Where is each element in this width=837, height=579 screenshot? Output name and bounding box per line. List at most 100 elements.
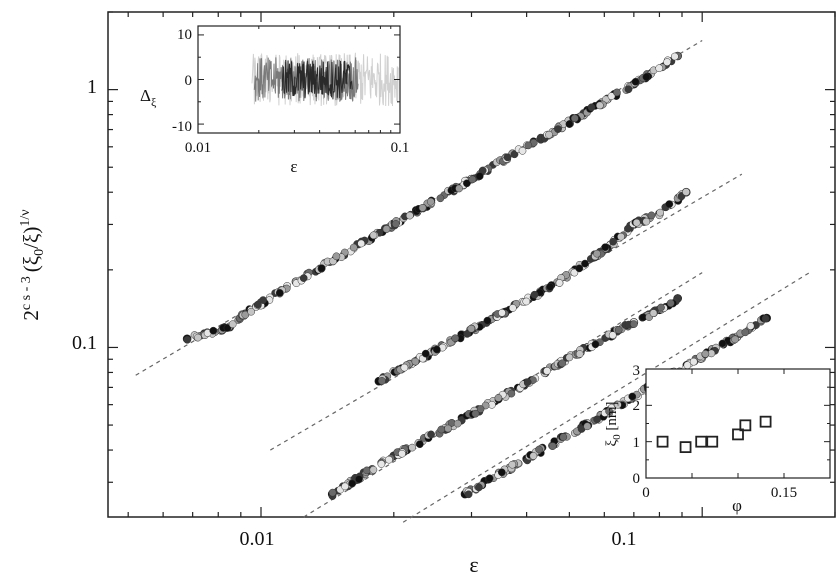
scatter-point	[483, 316, 492, 325]
main-y-axis-label: 2c s - 3(ξ0/ξ)1/ν	[18, 209, 47, 320]
scatter-point	[259, 296, 267, 304]
scatter-point	[591, 340, 600, 349]
scatter-point	[524, 141, 533, 150]
scatter-point	[476, 405, 485, 413]
scatter-point	[453, 419, 462, 428]
scatter-point	[299, 274, 308, 282]
scatter-point	[455, 184, 463, 193]
scatter-point	[663, 58, 671, 66]
scatter-point	[475, 483, 483, 492]
square-marker	[732, 428, 744, 441]
scatter-point	[530, 290, 539, 299]
main-ticks	[108, 11, 836, 517]
scatter-point	[485, 474, 494, 483]
scatter-point	[498, 308, 506, 317]
scatter-point	[631, 77, 640, 86]
square-marker	[739, 419, 752, 432]
scatter-point	[426, 197, 435, 206]
scatter-point	[382, 225, 391, 233]
scatter-point	[317, 264, 326, 273]
scatter-point	[543, 367, 551, 375]
scatter-point	[630, 320, 638, 328]
main-x-axis-label: ε	[469, 552, 478, 577]
scatter-point	[400, 363, 409, 372]
scatter-point	[451, 334, 460, 343]
inset-delta-x-axis-label: ε	[290, 157, 297, 176]
scatter-point	[632, 218, 641, 227]
scatter-point	[503, 153, 512, 162]
scatter-point	[432, 345, 441, 354]
scatter-point	[405, 211, 414, 220]
scatter-point	[349, 243, 358, 252]
scatter-point	[497, 468, 506, 477]
inset-xi-x-axis-label: φ	[732, 496, 742, 515]
scatter-point	[617, 232, 625, 241]
scatter-point	[444, 424, 452, 433]
scatter-point	[682, 188, 690, 196]
inset-delta-plot: 10 0 -10 0.01 0.1 ε Δξ	[140, 25, 409, 176]
scatter-point	[523, 378, 532, 386]
scatter-point	[518, 146, 527, 155]
scatter-point	[341, 482, 349, 491]
scatter-point	[555, 279, 564, 287]
scatter-point	[575, 350, 584, 358]
main-x-tick-label: 0.01	[240, 528, 275, 550]
scatter-point	[546, 282, 554, 291]
scatter-point	[385, 455, 393, 464]
scatter-point	[746, 322, 755, 330]
scatter-point	[718, 339, 727, 348]
inset-xi-frame	[645, 368, 831, 479]
scatter-point	[241, 310, 250, 319]
main-points	[182, 51, 771, 500]
scatter-point	[362, 466, 371, 475]
scatter-point	[665, 200, 674, 208]
scatter-point	[408, 443, 417, 452]
scatter-point	[642, 217, 651, 226]
main-x-tick-labels: 0.01 0.1	[240, 528, 637, 550]
main-x-tick-label: 0.1	[612, 528, 637, 550]
scatter-point	[378, 377, 386, 385]
scatter-point	[689, 357, 698, 366]
scatter-point	[467, 324, 476, 333]
scatter-point	[614, 326, 623, 334]
inset-xi-ticks	[645, 368, 831, 479]
scatter-point	[475, 172, 484, 181]
scatter-point	[328, 488, 337, 497]
scatter-point	[545, 130, 553, 139]
scatter-point	[601, 243, 610, 252]
scatter-point	[369, 231, 378, 240]
inset-xi-y-tick-label: 3	[633, 363, 641, 379]
scatter-point	[656, 208, 664, 217]
scatter-point	[593, 249, 601, 258]
main-y-tick-labels: 0.1 1	[72, 76, 97, 354]
inset-xi-points	[656, 415, 772, 454]
scatter-point	[701, 350, 710, 358]
scatter-point	[247, 307, 256, 316]
scatter-point	[613, 400, 622, 409]
scatter-point	[464, 490, 473, 499]
scatter-point	[583, 422, 592, 431]
scatter-point	[418, 203, 427, 212]
scatter-point	[666, 299, 675, 308]
scatter-point	[529, 452, 538, 460]
square-marker	[706, 435, 719, 448]
scatter-point	[613, 88, 621, 97]
inset-delta-y-tick-label: 10	[177, 27, 192, 43]
scatter-point	[731, 335, 739, 344]
scatter-point	[437, 425, 446, 434]
inset-xi-x-tick-label: 0.15	[771, 485, 797, 501]
scatter-point	[761, 314, 770, 323]
scatter-point	[581, 259, 589, 268]
scatter-point	[357, 239, 366, 248]
square-marker	[656, 435, 669, 448]
scatter-point	[607, 92, 616, 100]
scatter-point	[223, 324, 232, 332]
scatter-point	[683, 361, 692, 370]
scatter-point	[411, 357, 420, 366]
inset-xi-x-tick-label: 0	[642, 485, 650, 501]
scatter-point	[494, 394, 503, 402]
scatter-point	[355, 475, 363, 484]
scatter-point	[642, 73, 651, 81]
scatter-point	[468, 175, 477, 184]
